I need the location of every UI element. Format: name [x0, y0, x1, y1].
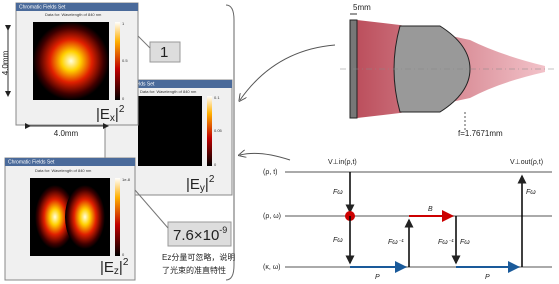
heatmap: [33, 22, 109, 100]
colorbar: [207, 96, 212, 166]
caption: 了光束的准直特性: [162, 265, 226, 275]
op-label: Fω: [333, 237, 343, 244]
colorbar-tick: 0.1: [214, 95, 220, 100]
lobe: [35, 185, 75, 249]
leader: [134, 189, 169, 229]
peak-box: [167, 221, 232, 247]
focal-label: f=1.7671mm: [458, 129, 503, 138]
leader: [137, 35, 151, 49]
row-label: (ρ, t): [263, 169, 277, 176]
colorbar-tick: 0: [122, 96, 125, 101]
window-subtitle: Data for: Wavelength of 840 nm: [140, 89, 197, 94]
flow-diagram: (ρ, t) (ρ, ω) (κ, ω) V⊥in(ρ,t) V⊥out(ρ,t…: [263, 159, 552, 281]
arrow: [240, 44, 336, 100]
dim-label: 4.0mm: [1, 50, 10, 75]
caption: Ez分量可忽略，说明: [162, 252, 235, 262]
op-label: Fω: [333, 189, 343, 196]
op-label: Fω: [526, 189, 536, 196]
op-label: P: [375, 274, 380, 281]
op-label: Fω⁻¹: [438, 239, 454, 246]
lobe: [65, 185, 105, 249]
window-ex: Chromatic Fields Set Data for: Wavelengt…: [15, 2, 139, 126]
colorbar: [115, 22, 120, 100]
thickness-label: 5mm: [353, 3, 371, 12]
op-label: P: [485, 274, 490, 281]
row-label: (κ, ω): [263, 264, 281, 271]
window-subtitle: Data for: Wavelength of 840 nm: [35, 168, 92, 173]
colorbar-tick: 0.5: [122, 58, 128, 63]
window-title: Chromatic Fields Set: [8, 159, 55, 165]
lens-diagram: 5mm f=1.7671mm: [340, 3, 555, 138]
label-ey: |Ey|2: [186, 174, 215, 194]
field-label: V⊥in(ρ,t): [328, 159, 357, 166]
bracket: [225, 4, 235, 281]
colorbar-tick: 0: [122, 252, 125, 257]
arrow: [240, 153, 291, 161]
window-ez: Chromatic Fields Set Data for: Wavelengt…: [4, 157, 136, 281]
colorbar-tick: 1e-8: [122, 177, 131, 182]
row-label: (ρ, ω): [263, 213, 281, 220]
op-label: Fω: [460, 239, 470, 246]
colorbar: [115, 178, 120, 256]
heatmap: [138, 96, 202, 166]
window-subtitle: Data for: Wavelength of 840 nm: [45, 12, 102, 17]
label-ex: |Ex|2: [96, 104, 125, 124]
op-label: B: [428, 206, 433, 213]
peak-value: 7.6×10-9: [173, 225, 227, 244]
peak-value: 1: [160, 44, 168, 61]
colorbar-tick: 0: [214, 162, 217, 167]
colorbar-tick: 0.05: [214, 128, 223, 133]
window-title: Chromatic Fields Set: [19, 4, 66, 10]
peak-box: [149, 41, 181, 63]
field-label: V⊥out(ρ,t): [510, 159, 543, 166]
label-ez: |Ez|2: [100, 257, 129, 277]
colorbar-tick: 1: [122, 21, 125, 26]
dim-label: 4.0mm: [54, 129, 79, 138]
op-label: Fω⁻¹: [388, 239, 404, 246]
